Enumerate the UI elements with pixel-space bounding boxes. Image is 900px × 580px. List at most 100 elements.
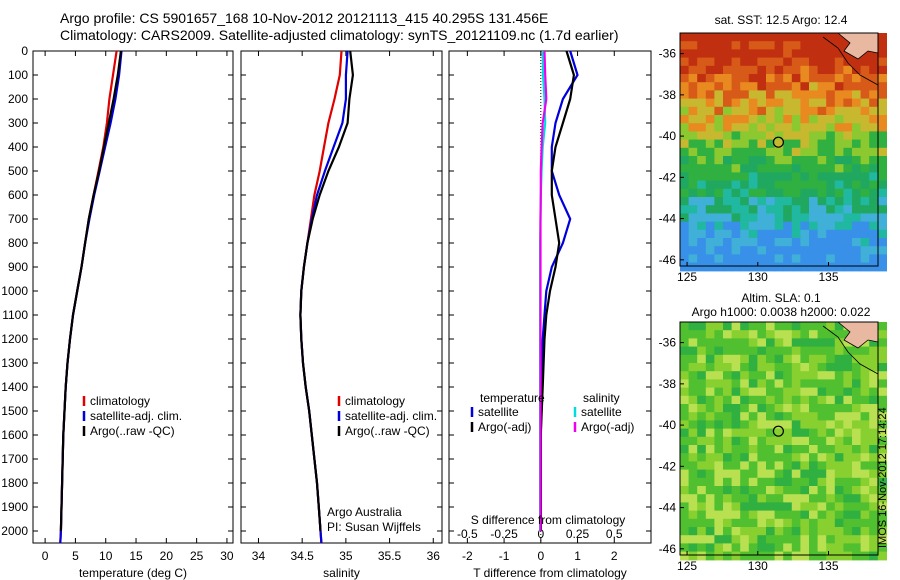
map-cell [740, 221, 750, 231]
map-cell [731, 371, 741, 380]
map-cell [791, 213, 801, 223]
map-cell [774, 420, 784, 430]
map-cell [860, 535, 870, 544]
map-cell [852, 156, 862, 165]
map-cell [723, 527, 733, 536]
map-cell [748, 354, 758, 364]
map-cell [843, 197, 853, 206]
map-cell [809, 41, 819, 50]
x2-tick-label: 0.5 [606, 527, 623, 541]
map-cell [757, 330, 767, 339]
map-cell [783, 527, 793, 536]
map-cell [740, 139, 750, 149]
y-tick-label: 100 [8, 68, 28, 82]
map-cell [766, 461, 776, 471]
map-cell [860, 486, 870, 495]
map-cell [697, 147, 707, 157]
map-cell [852, 354, 862, 364]
map-cell [800, 90, 810, 100]
map-cell [731, 363, 741, 372]
map-cell [852, 139, 862, 149]
map-cell [783, 477, 793, 487]
map-cell [757, 453, 767, 462]
map-cell [834, 254, 844, 264]
map-cell [869, 172, 879, 182]
map-cell [783, 131, 793, 141]
map-cell [723, 363, 733, 372]
map-cell [680, 486, 690, 495]
map-cell [680, 469, 690, 479]
map-cell [740, 106, 750, 116]
map-cell [817, 379, 827, 389]
map-cell [791, 221, 801, 231]
map-cell [860, 74, 870, 83]
map-cell [723, 445, 733, 454]
x-tick-label: 125 [677, 559, 697, 573]
map-cell [791, 262, 801, 272]
map-cell [766, 379, 776, 389]
map-cell [817, 131, 827, 141]
map-cell [852, 180, 862, 190]
map-cell [783, 156, 793, 165]
map-cell [860, 156, 870, 165]
map-cell [791, 139, 801, 149]
map-cell [688, 180, 698, 190]
map-cell [852, 469, 862, 479]
map-cell [869, 338, 879, 348]
map-cell [705, 453, 715, 462]
map-cell [834, 420, 844, 430]
map-cell [869, 436, 879, 446]
y-tick-label: -44 [659, 212, 677, 226]
map-cell [714, 156, 724, 165]
map-cell [800, 330, 810, 339]
map-cell [860, 213, 870, 223]
map-cell [714, 379, 724, 389]
map-cell [740, 363, 750, 372]
map-cell [774, 363, 784, 372]
legend-label: satellite-adj. clim. [90, 409, 182, 423]
map-cell [791, 502, 801, 512]
map-cell [809, 123, 819, 132]
map-cell [774, 229, 784, 239]
map-cell [757, 543, 767, 553]
map-cell [740, 387, 750, 397]
map-cell [748, 346, 758, 356]
map-cell [834, 221, 844, 231]
map-cell [766, 221, 776, 231]
map-cell [680, 98, 690, 108]
map-cell [843, 156, 853, 165]
map-cell [688, 518, 698, 528]
x2-tick-label: -0.25 [490, 527, 518, 541]
map-cell [757, 188, 767, 198]
map-cell [852, 98, 862, 108]
map-cell [757, 221, 767, 231]
map-cell [800, 477, 810, 487]
map-cell [740, 172, 750, 182]
map-cell [877, 453, 887, 462]
map-cell [757, 41, 767, 50]
map-cell [748, 379, 758, 389]
map-cell [800, 188, 810, 198]
map-cell [714, 262, 724, 272]
map-cell [843, 246, 853, 255]
map-cell [748, 131, 758, 141]
map-cell [705, 213, 715, 223]
map-cell [834, 494, 844, 503]
map-cell [688, 436, 698, 446]
map-cell [800, 229, 810, 239]
map-cell [757, 74, 767, 83]
map-cell [826, 254, 836, 264]
map-cell [688, 98, 698, 108]
map-cell [731, 106, 741, 116]
map-cell [817, 74, 827, 83]
map-cell [826, 123, 836, 132]
map-cell [705, 82, 715, 91]
map-cell [826, 387, 836, 397]
map-cell [705, 229, 715, 239]
map-cell [852, 123, 862, 132]
y-tick-label: 1500 [1, 404, 28, 418]
map-cell [714, 82, 724, 91]
map-cell [834, 404, 844, 413]
map-cell [877, 322, 887, 331]
map-cell [877, 156, 887, 165]
